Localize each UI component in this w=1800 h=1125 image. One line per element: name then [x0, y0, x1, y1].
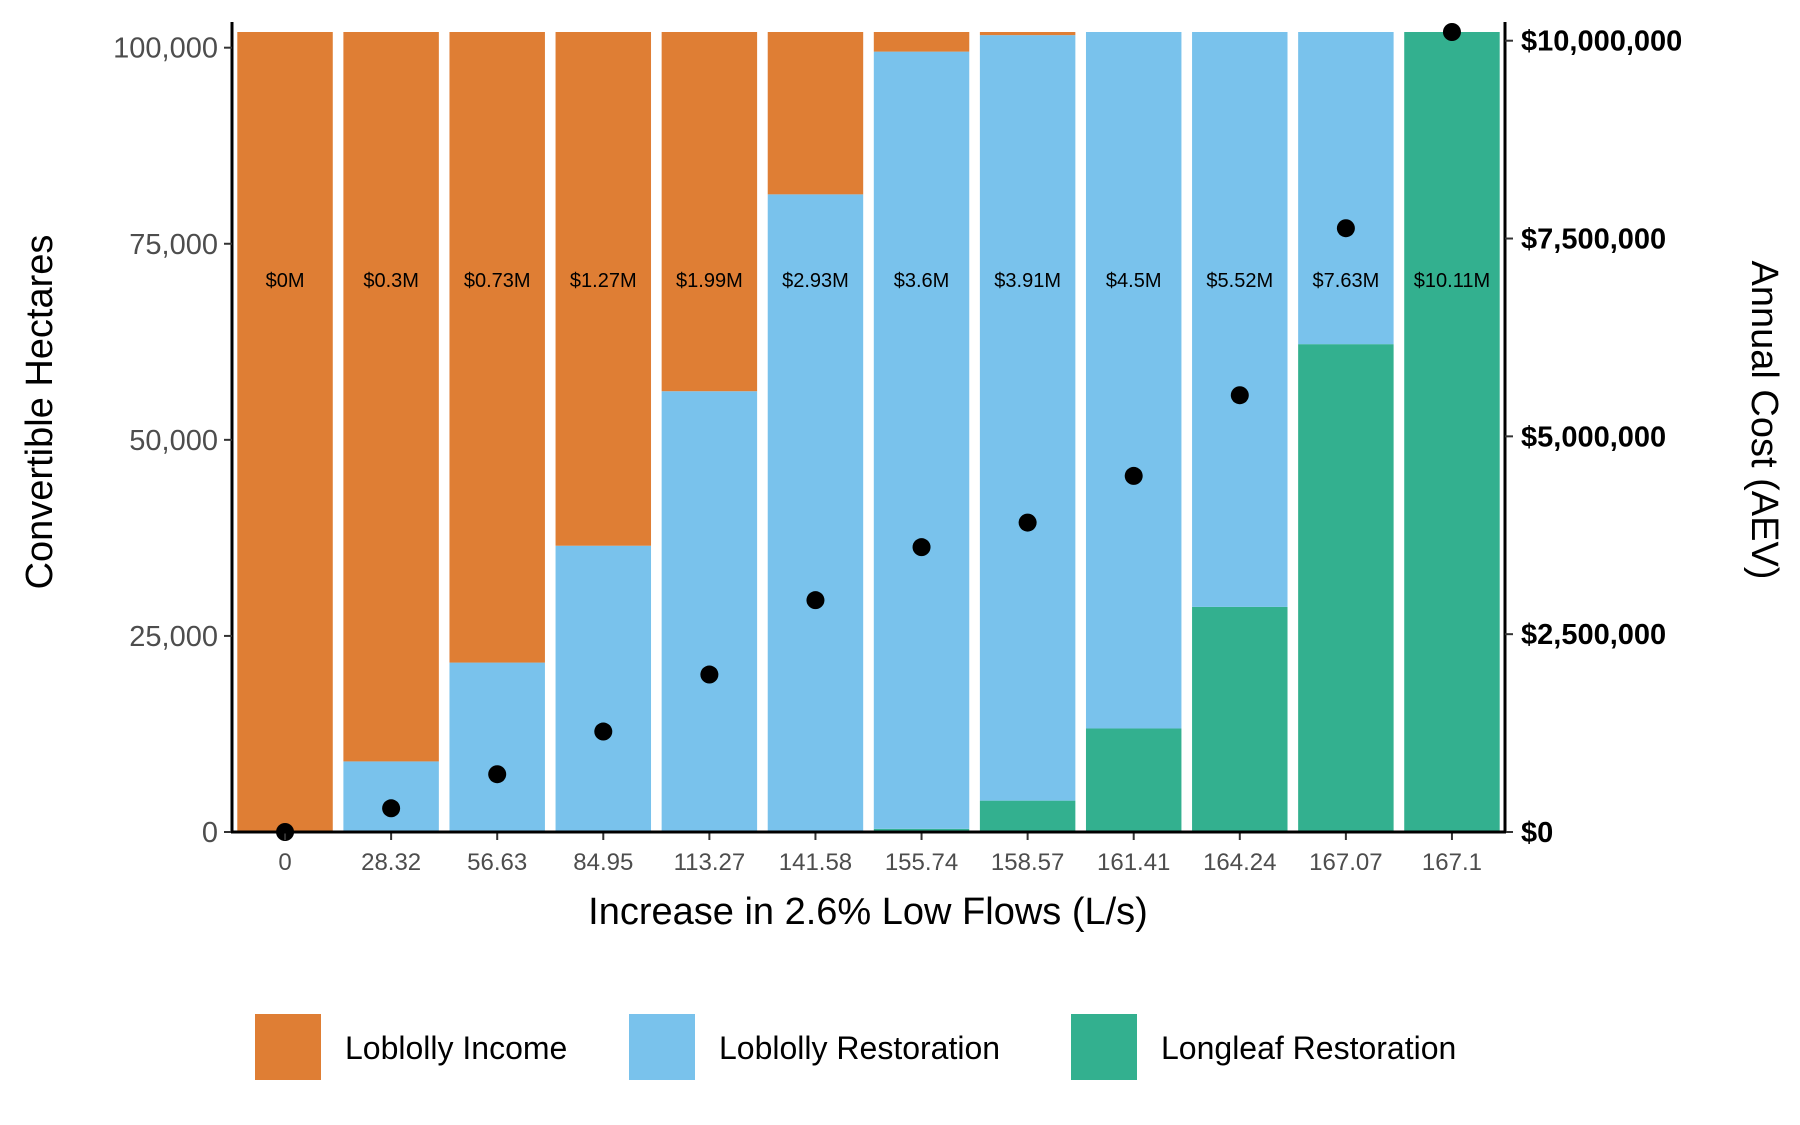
bar-segment-loblolly-restoration-4 [661, 391, 758, 832]
cost-point-11 [1442, 23, 1461, 41]
bar-segment-loblolly-restoration-3 [555, 545, 652, 832]
cost-point-4 [700, 665, 719, 684]
legend-label-loblolly-income: Loblolly Income [345, 1030, 567, 1066]
bar-segment-longleaf-restoration-7 [979, 800, 1076, 832]
cost-labels-group: $0M $0.3M $0.73M $1.27M $1.99M $2.93M $3.6M $3.… [266, 270, 1491, 292]
bar-segment-loblolly-restoration-9 [1192, 32, 1288, 607]
x-axis-title: Increase in 2.6% Low Flows (L/s) [588, 891, 1148, 933]
x-tick-label-3: 84.95 [573, 849, 633, 876]
x-tick-label-11: 167.1 [1422, 849, 1482, 876]
cost-point-6 [912, 538, 931, 557]
cost-label-3: $1.27M [570, 270, 637, 292]
cost-point-3 [594, 722, 613, 741]
x-tick-label-6: 155.74 [885, 849, 958, 876]
bar-segment-loblolly-restoration-5 [767, 194, 864, 833]
legend-key-longleaf-restoration [1071, 1014, 1137, 1080]
y2-axis-title: Annual Cost (AEV) [1743, 261, 1785, 580]
legend-label-loblolly-restoration: Loblolly Restoration [719, 1030, 1000, 1066]
legend: Loblolly Income Loblolly Restoration Longl… [255, 1014, 1456, 1080]
y-tick-label-2: 50,000 [129, 425, 218, 457]
cost-point-10 [1336, 219, 1355, 238]
cost-label-7: $3.91M [994, 270, 1061, 292]
cost-label-1: $0.3M [363, 270, 419, 292]
cost-point-7 [1018, 513, 1037, 532]
bars-group [237, 32, 1500, 833]
bar-segment-loblolly-income-6 [873, 32, 970, 52]
bar-segment-loblolly-income-4 [661, 32, 758, 392]
bar-segment-longleaf-restoration-6 [873, 828, 970, 832]
bar-segment-longleaf-restoration-9 [1192, 606, 1288, 832]
cost-label-10: $7.63M [1313, 270, 1380, 292]
bar-segment-loblolly-income-2 [449, 32, 545, 663]
bar-segment-loblolly-restoration-2 [449, 662, 545, 832]
x-tick-label-1: 28.32 [361, 849, 421, 876]
bar-segment-loblolly-restoration-10 [1298, 32, 1394, 345]
x-tick-label-8: 161.41 [1097, 849, 1170, 876]
bar-segment-loblolly-income-0 [237, 32, 333, 832]
x-tick-label-2: 56.63 [467, 849, 527, 876]
bar-segment-loblolly-restoration-1 [343, 761, 439, 832]
bar-segment-loblolly-restoration-7 [979, 35, 1076, 801]
x-tick-label-4: 113.27 [674, 849, 746, 876]
x-tick-label-0: 0 [278, 849, 291, 876]
cost-point-9 [1230, 386, 1249, 405]
bar-segment-longleaf-restoration-8 [1085, 728, 1182, 832]
cost-label-9: $5.52M [1206, 270, 1273, 292]
cost-label-5: $2.93M [782, 270, 849, 292]
y2-tick-label-1: $2,500,000 [1521, 619, 1666, 651]
cost-point-8 [1124, 466, 1143, 485]
y2-tick-label-0: $0 [1521, 817, 1553, 849]
legend-key-loblolly-income [255, 1014, 321, 1080]
cost-label-11: $10.11M [1414, 270, 1490, 292]
bar-segment-loblolly-income-1 [343, 32, 439, 762]
y-tick-label-1: 25,000 [129, 621, 218, 653]
cost-point-2 [488, 765, 507, 784]
y2-tick-label-3: $7,500,000 [1521, 224, 1666, 256]
cost-label-2: $0.73M [464, 270, 531, 292]
axes-group: 0 28.32 56.63 84.95 113.27 141.58 155.74 158.57… [113, 22, 1682, 876]
cost-points-group [276, 23, 1461, 841]
bar-segment-loblolly-restoration-6 [873, 51, 970, 829]
bar-segment-loblolly-income-3 [555, 32, 652, 546]
cost-point-1 [382, 799, 401, 818]
y-tick-label-0: 0 [202, 817, 218, 849]
x-tick-label-5: 141.58 [779, 849, 852, 876]
legend-label-longleaf-restoration: Longleaf Restoration [1161, 1030, 1456, 1066]
bar-segment-loblolly-income-7 [979, 32, 1076, 36]
cost-label-4: $1.99M [676, 270, 743, 292]
cost-point-5 [806, 591, 825, 610]
y2-tick-label-4: $10,000,000 [1521, 26, 1682, 58]
y2-tick-label-2: $5,000,000 [1521, 421, 1666, 453]
bar-segment-loblolly-restoration-8 [1085, 32, 1182, 729]
cost-label-8: $4.5M [1106, 270, 1162, 292]
cost-label-0: $0M [266, 270, 305, 292]
y-axis-title: Convertible Hectares [19, 235, 61, 590]
bar-segment-longleaf-restoration-10 [1298, 344, 1394, 832]
y-tick-label-3: 75,000 [129, 229, 218, 261]
y-tick-label-4: 100,000 [113, 33, 218, 65]
bar-segment-longleaf-restoration-11 [1404, 32, 1500, 832]
x-tick-label-7: 158.57 [991, 849, 1064, 876]
cost-label-6: $3.6M [894, 270, 950, 292]
x-tick-label-10: 167.07 [1309, 849, 1382, 876]
x-tick-label-9: 164.24 [1203, 849, 1276, 876]
bar-segment-loblolly-income-5 [767, 32, 864, 195]
legend-key-loblolly-restoration [629, 1014, 695, 1080]
